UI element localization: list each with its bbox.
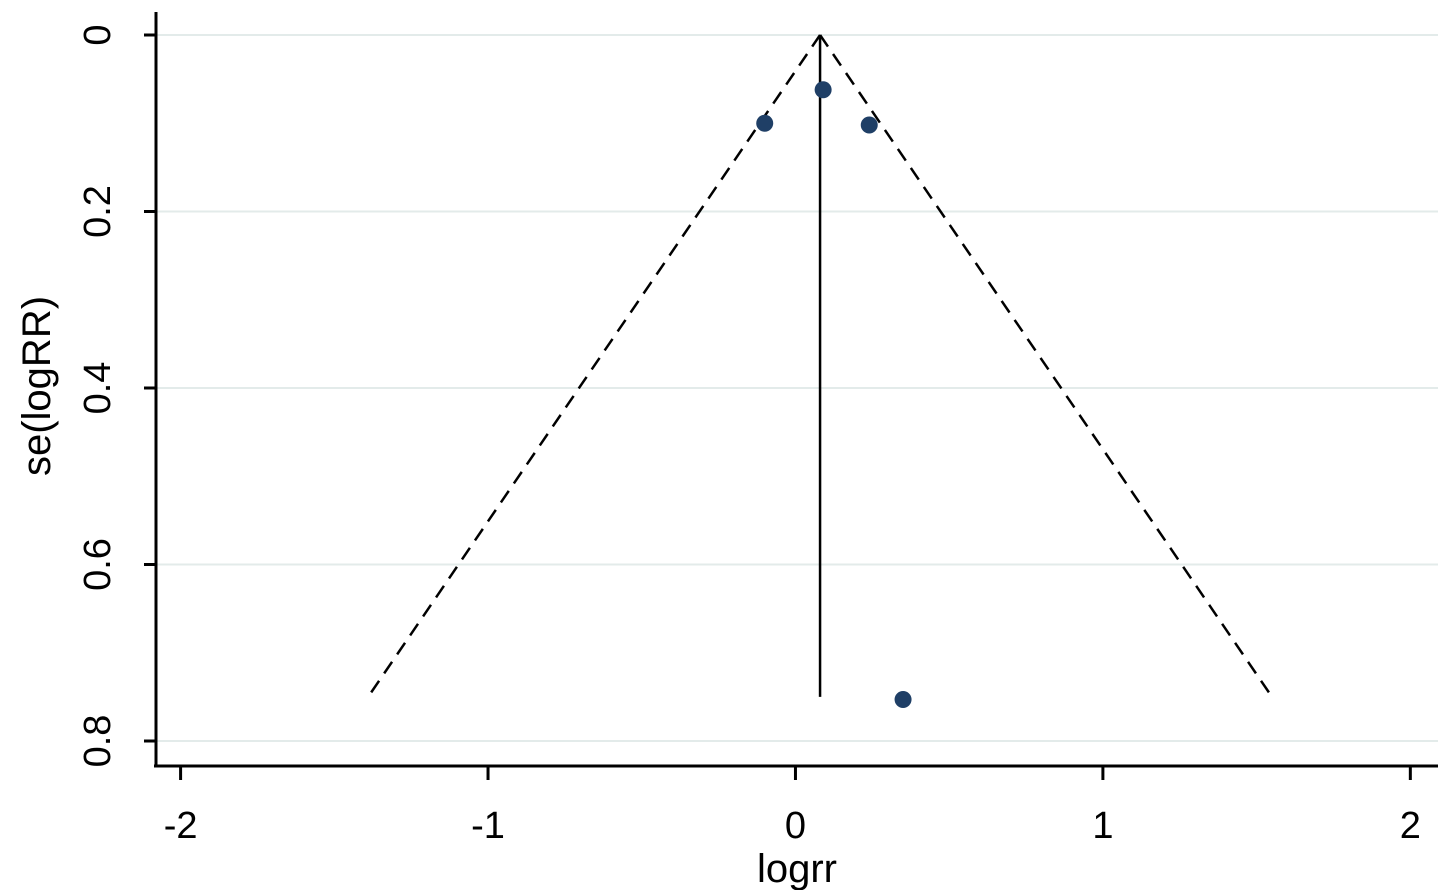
study-point — [756, 114, 774, 132]
funnel-lines — [367, 34, 1274, 698]
x-axis-title: logrr — [757, 847, 837, 890]
y-tick-label: 0.6 — [77, 538, 119, 591]
y-tick-label: 0.8 — [77, 715, 119, 768]
x-tick-label: 1 — [1092, 805, 1113, 847]
study-point — [814, 81, 832, 99]
grid-lines — [156, 34, 1438, 742]
upper-ci-line — [819, 34, 1274, 698]
y-tick-label: 0 — [77, 24, 119, 45]
x-tick-label: -1 — [471, 805, 505, 847]
y-axis-title: se(logRR) — [15, 296, 59, 476]
study-point — [860, 116, 878, 134]
y-tick-label: 0.4 — [77, 362, 119, 415]
study-point — [894, 691, 912, 709]
x-tick-label: 2 — [1400, 805, 1421, 847]
y-tick-label: 0.2 — [77, 185, 119, 238]
data-points — [756, 81, 912, 709]
lower-ci-line — [367, 34, 822, 698]
x-tick-label: 0 — [785, 805, 806, 847]
ticks: 0 0.2 0.4 0.6 0.8 -2 -1 0 1 2 — [77, 24, 1421, 847]
x-tick-label: -2 — [164, 805, 198, 847]
